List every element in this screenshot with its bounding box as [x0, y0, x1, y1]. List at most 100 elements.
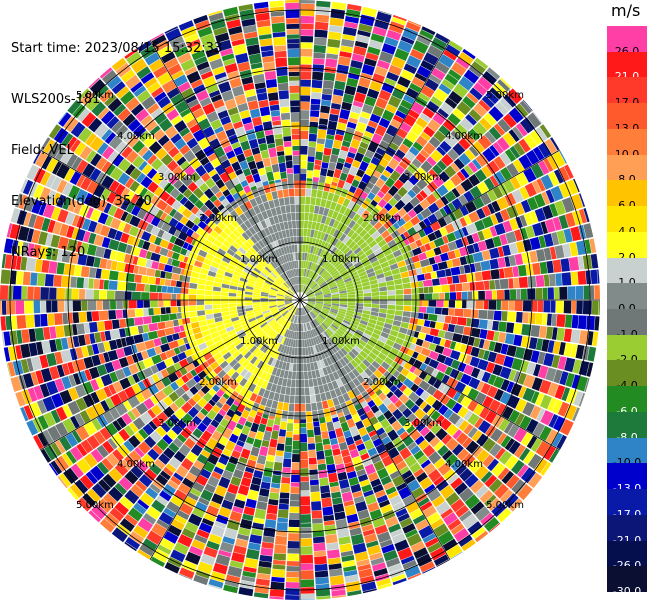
range-gate — [468, 211, 480, 223]
range-gate — [361, 173, 371, 184]
range-gate — [76, 358, 87, 372]
range-gate — [329, 17, 344, 27]
range-gate — [200, 489, 214, 502]
range-gate — [300, 527, 312, 534]
range-gate — [493, 156, 506, 170]
range-gate — [496, 196, 509, 210]
range-gate — [363, 489, 374, 498]
range-gate — [461, 291, 468, 300]
range-gate — [359, 14, 375, 27]
range-gate — [55, 421, 69, 437]
range-gate — [370, 453, 382, 464]
range-gate — [115, 290, 125, 300]
range-gate — [49, 339, 58, 353]
range-gate — [455, 504, 469, 518]
range-gate — [368, 430, 377, 438]
range-gate — [379, 295, 388, 300]
range-gate — [362, 405, 371, 414]
range-ring-label: 1.00km — [322, 254, 360, 265]
range-gate — [471, 232, 481, 243]
range-gate — [418, 252, 428, 261]
range-gate — [361, 524, 374, 532]
range-gate — [285, 205, 291, 214]
range-gate — [590, 253, 599, 269]
range-gate — [221, 403, 231, 413]
range-gate — [323, 72, 336, 82]
range-gate — [536, 408, 546, 422]
range-gate — [171, 519, 185, 531]
range-gate — [513, 444, 526, 459]
range-gate — [444, 268, 452, 277]
range-gate — [331, 589, 346, 597]
range-gate — [96, 364, 108, 377]
range-gate — [144, 284, 150, 292]
range-gate — [193, 574, 209, 586]
range-gate — [454, 342, 462, 352]
range-gate — [577, 270, 587, 285]
range-gate — [413, 376, 423, 386]
range-gate — [127, 375, 136, 386]
range-gate — [408, 175, 419, 186]
range-gate — [138, 428, 149, 440]
range-gate — [340, 421, 350, 433]
range-gate — [415, 338, 424, 347]
range-gate — [371, 287, 380, 293]
range-gate — [401, 156, 412, 166]
range-gate — [503, 421, 514, 434]
range-gate — [84, 322, 90, 334]
range-gate — [507, 88, 523, 105]
range-gate — [387, 290, 396, 296]
range-gate — [110, 300, 117, 310]
range-gate — [381, 455, 394, 467]
range-gate — [430, 96, 443, 107]
range-gate — [166, 429, 178, 441]
range-gate — [164, 320, 174, 329]
range-gate — [219, 541, 234, 553]
range-gate — [119, 328, 127, 338]
range-gate — [478, 338, 485, 349]
range-gate — [362, 457, 373, 467]
range-gate — [77, 497, 92, 512]
range-gate — [256, 92, 268, 102]
range-gate — [539, 124, 552, 139]
range-gate — [583, 285, 590, 300]
range-gate — [447, 202, 456, 212]
range-gate — [552, 151, 566, 168]
range-gate — [578, 193, 586, 208]
range-gate — [417, 454, 429, 465]
range-gate — [550, 137, 560, 151]
range-gate — [266, 454, 275, 462]
range-gate — [470, 346, 480, 358]
range-gate — [552, 399, 563, 414]
range-gate — [475, 300, 484, 310]
range-gate — [178, 443, 191, 457]
range-gate — [288, 76, 300, 81]
range-gate — [460, 335, 470, 345]
range-ring-label: 5.00km — [486, 90, 524, 101]
range-gate — [222, 427, 233, 440]
range-gate — [179, 567, 195, 579]
range-gate — [395, 83, 408, 93]
range-gate — [181, 528, 196, 539]
range-gate — [254, 508, 267, 520]
range-gate — [539, 261, 548, 275]
range-gate — [232, 506, 244, 514]
range-gate — [34, 327, 45, 342]
range-gate — [128, 300, 137, 309]
range-gate — [406, 425, 416, 434]
range-gate — [502, 132, 516, 147]
range-gate — [453, 83, 469, 98]
range-gate — [385, 486, 397, 496]
range-gate — [424, 272, 432, 280]
range-gate — [212, 295, 221, 300]
range-gate — [242, 570, 256, 578]
range-gate — [176, 510, 190, 521]
range-gate — [97, 498, 113, 513]
range-gate — [0, 316, 7, 331]
range-gate — [314, 37, 327, 46]
range-gate — [567, 179, 579, 195]
range-gate — [339, 108, 351, 120]
range-gate — [278, 197, 285, 207]
range-gate — [127, 395, 141, 409]
range-gate — [119, 518, 135, 532]
